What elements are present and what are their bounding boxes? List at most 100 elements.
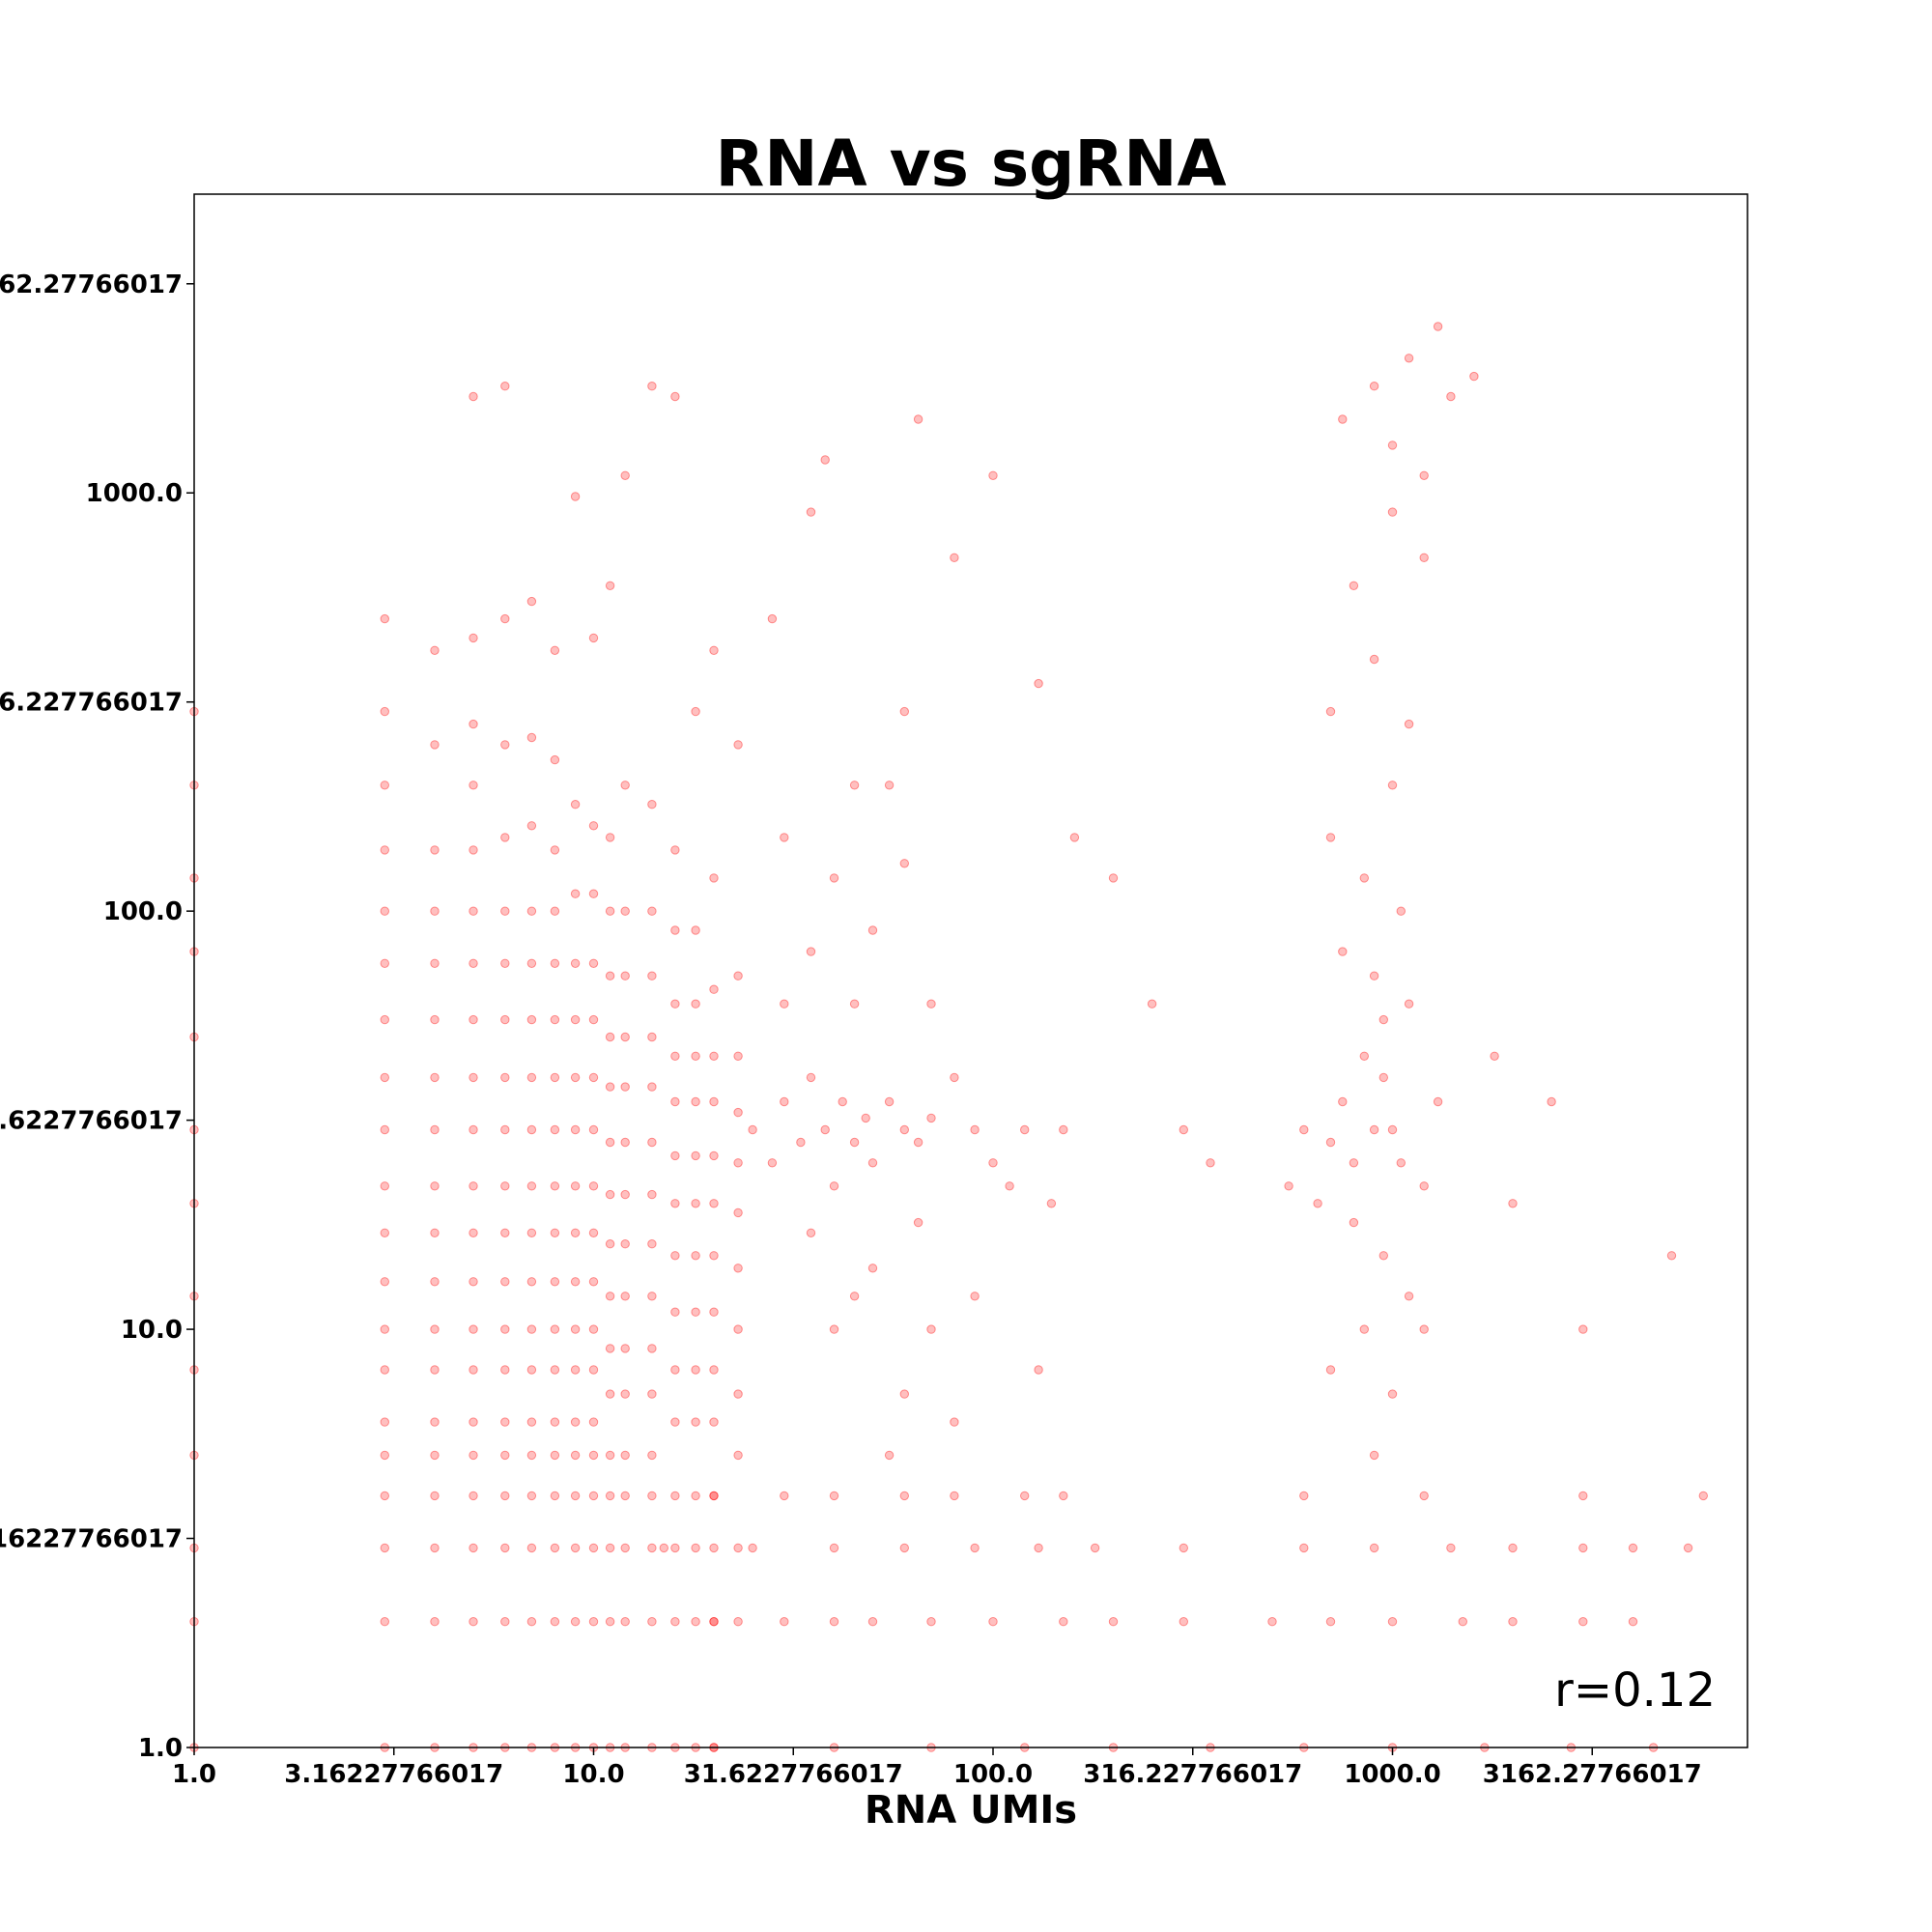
data-point [820,1124,830,1135]
data-point [380,1072,389,1083]
data-point [899,1491,909,1501]
data-point [380,1181,389,1191]
data-point [588,1124,599,1135]
data-point [570,958,581,968]
data-point [526,1365,537,1375]
data-point [469,781,478,790]
data-point [430,958,440,968]
data-point [469,391,478,402]
data-point [670,1365,680,1375]
data-point [1325,1617,1336,1627]
data-point [588,1324,599,1334]
data-point [829,1617,839,1627]
data-point [430,1365,440,1375]
data-point [526,821,537,831]
data-point [620,1344,630,1353]
data-point [691,1151,700,1161]
data-point [430,1124,440,1135]
data-point [380,958,389,968]
data-point [620,1137,630,1148]
data-point [1020,1491,1030,1501]
data-point [526,1124,537,1135]
data-point [605,833,615,842]
data-point [1387,1389,1398,1399]
data-point [526,1617,537,1627]
data-point [550,1324,560,1334]
data-point [1069,833,1080,842]
data-point [469,1365,478,1375]
data-point [500,1181,510,1191]
data-point [526,596,537,607]
data-point [430,1277,440,1287]
data-point [430,906,440,916]
data-point [647,1617,657,1627]
data-point [1578,1617,1588,1627]
data-point [884,1450,895,1461]
data-point [570,1324,581,1334]
data-point [380,906,389,916]
data-point [469,1277,478,1287]
x-axis-label: RNA UMIs [865,1788,1077,1833]
data-point [1325,706,1336,717]
data-point [1378,1251,1389,1261]
data-point [1325,1365,1336,1375]
data-point [796,1137,806,1148]
data-point [550,1277,560,1287]
data-point [550,1365,560,1375]
data-point [430,1072,440,1083]
data-point [1387,1617,1398,1627]
data-point [526,1014,537,1025]
data-point [1433,322,1443,331]
data-point [1325,833,1336,842]
data-point [647,971,657,980]
y-tick-label: 100.0 [103,897,183,926]
data-point [380,1124,389,1135]
data-point [430,1450,440,1461]
data-point [588,1617,599,1627]
data-point [605,1491,615,1501]
data-point [620,906,630,916]
data-point [620,470,630,480]
data-point [670,1491,680,1501]
data-point [380,1228,389,1238]
data-point [1419,1181,1429,1191]
data-point [469,1124,478,1135]
data-point [1458,1617,1468,1627]
data-point [550,1072,560,1083]
data-point [1338,1096,1348,1107]
data-point [605,581,615,590]
data-point [550,1228,560,1238]
data-point [588,821,599,831]
data-point [988,470,998,480]
data-point [1508,1199,1518,1208]
data-point [550,645,560,655]
data-point [620,971,630,980]
data-point [691,1617,700,1627]
data-point [380,1417,389,1427]
data-point [1179,1543,1189,1553]
data-point [1179,1617,1189,1627]
data-point [588,958,599,968]
data-point [709,1307,719,1317]
data-point [806,947,816,956]
data-point [659,1543,668,1553]
data-point [691,1491,700,1501]
data-point [829,873,839,883]
data-point [670,391,680,402]
data-point [550,958,560,968]
data-point [647,1543,657,1553]
data-point [469,1450,478,1461]
data-point [1359,1324,1370,1334]
chart-title: RNA vs sgRNA [715,127,1226,201]
data-point [1059,1491,1068,1501]
data-point [709,1491,719,1501]
data-point [380,1491,389,1501]
data-point [550,1617,560,1627]
data-point [550,1450,560,1461]
data-point [1378,1072,1389,1083]
data-point [733,1208,743,1218]
data-point [913,1217,923,1228]
data-point [670,1051,680,1062]
data-point [500,1014,510,1025]
data-point [500,1124,510,1135]
